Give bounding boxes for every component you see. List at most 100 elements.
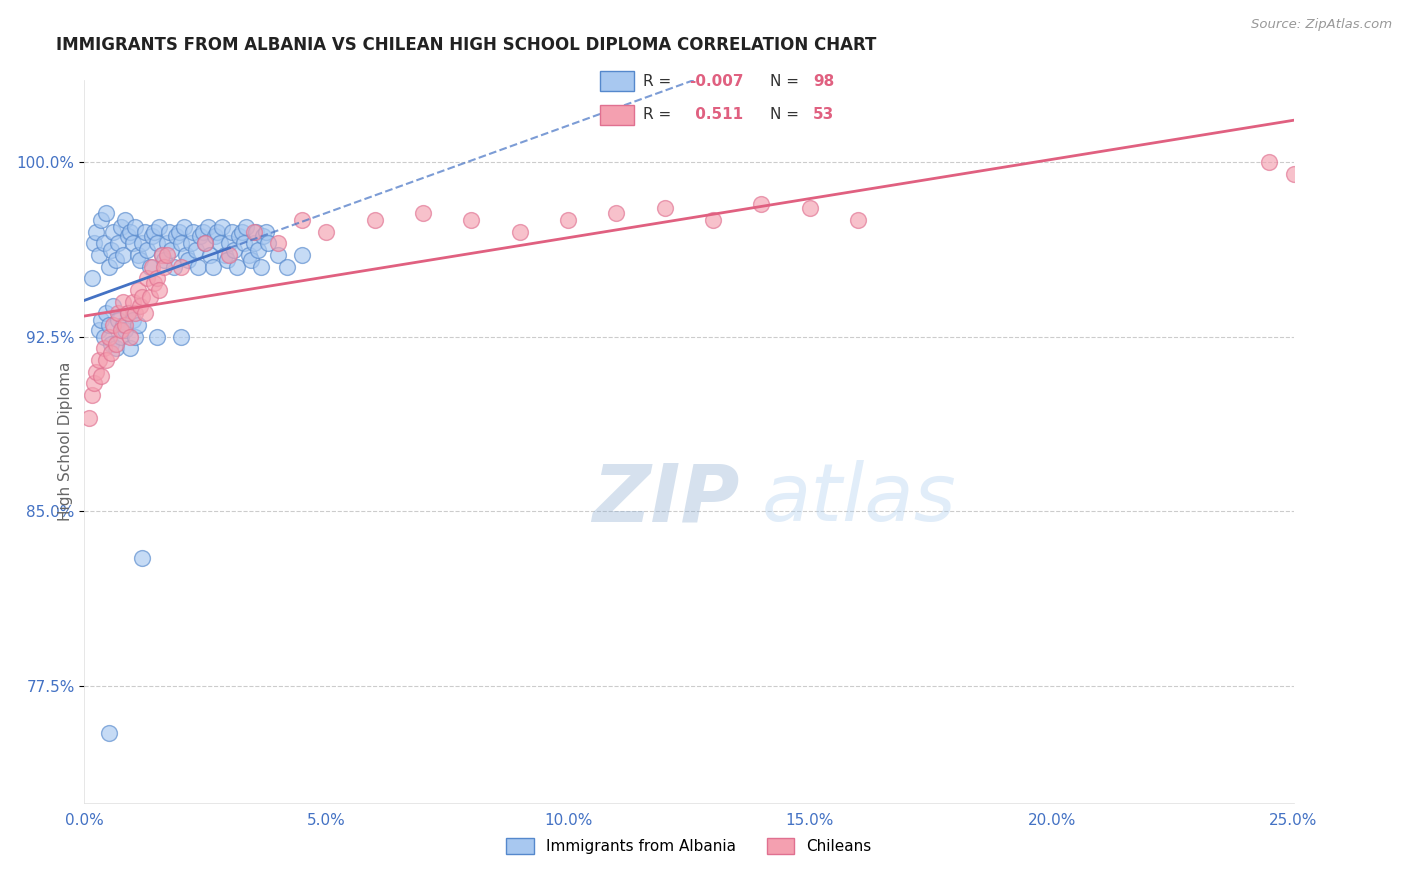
Bar (600, 71, 634, 92)
Point (141, 260, 163, 274)
Point (100, 336, 122, 351)
Point (124, 329, 146, 343)
Point (150, 248, 173, 262)
Point (218, 236, 240, 251)
Point (231, 225, 253, 239)
Point (221, 225, 243, 239)
Point (127, 318, 149, 332)
Text: -0.007: -0.007 (689, 74, 744, 89)
Point (107, 236, 129, 251)
Point (276, 260, 298, 274)
Point (129, 299, 152, 313)
Point (204, 229, 226, 244)
Point (97, 318, 120, 332)
Point (207, 225, 229, 239)
Point (93, 236, 115, 251)
Point (77, 411, 100, 425)
Text: R =: R = (643, 107, 671, 122)
Point (1282, 167, 1305, 181)
Point (153, 252, 176, 267)
Point (90, 213, 112, 227)
Point (124, 220, 146, 235)
Point (90, 313, 112, 327)
Point (107, 313, 129, 327)
Point (218, 248, 240, 262)
Point (509, 225, 531, 239)
Point (181, 225, 204, 239)
Point (100, 244, 122, 258)
Point (136, 244, 159, 258)
Point (94, 306, 117, 320)
Point (1258, 154, 1281, 169)
Point (107, 306, 129, 320)
Point (114, 323, 136, 337)
Point (131, 236, 153, 251)
Point (165, 229, 187, 244)
Point (80, 271, 103, 285)
Point (87, 353, 110, 368)
Point (120, 329, 142, 343)
Point (238, 248, 260, 262)
Point (117, 306, 139, 320)
Text: atlas: atlas (762, 460, 956, 539)
Point (267, 236, 290, 251)
Point (114, 318, 136, 332)
Text: N =: N = (770, 74, 799, 89)
Point (83, 376, 105, 391)
Point (138, 260, 160, 274)
Point (163, 260, 186, 274)
Legend: Immigrants from Albania, Chileans: Immigrants from Albania, Chileans (501, 832, 877, 860)
Point (654, 202, 676, 216)
Point (112, 318, 135, 332)
Point (240, 252, 263, 267)
Point (94, 206, 117, 220)
Point (103, 299, 125, 313)
Point (291, 213, 314, 227)
Point (254, 225, 277, 239)
Point (104, 341, 127, 355)
Point (94, 353, 117, 368)
Point (143, 225, 166, 239)
Point (242, 225, 264, 239)
Point (83, 236, 105, 251)
Point (215, 252, 238, 267)
Point (86, 225, 108, 239)
Point (412, 206, 434, 220)
Point (143, 276, 166, 290)
Point (170, 236, 193, 251)
Point (846, 213, 869, 227)
Point (104, 336, 127, 351)
Point (155, 248, 177, 262)
Point (146, 236, 169, 251)
Point (233, 236, 256, 251)
Point (150, 248, 173, 262)
Point (112, 294, 135, 309)
Point (103, 318, 125, 332)
Point (242, 236, 264, 251)
Point (134, 225, 156, 239)
Point (170, 260, 193, 274)
Point (194, 236, 217, 251)
Point (155, 236, 177, 251)
Point (80, 388, 103, 402)
Point (605, 206, 627, 220)
Text: N =: N = (770, 107, 799, 122)
Point (131, 290, 153, 304)
Point (751, 196, 773, 211)
Point (247, 244, 270, 258)
Point (134, 306, 156, 320)
Point (110, 323, 132, 337)
Point (245, 225, 267, 239)
Text: R =: R = (643, 74, 671, 89)
Point (160, 244, 183, 258)
Point (557, 213, 579, 227)
Point (315, 225, 337, 239)
Point (121, 313, 143, 327)
Point (197, 220, 219, 235)
Point (235, 220, 257, 235)
Point (177, 252, 200, 267)
Point (136, 271, 159, 285)
Point (257, 236, 280, 251)
Point (153, 260, 176, 274)
Point (124, 306, 146, 320)
